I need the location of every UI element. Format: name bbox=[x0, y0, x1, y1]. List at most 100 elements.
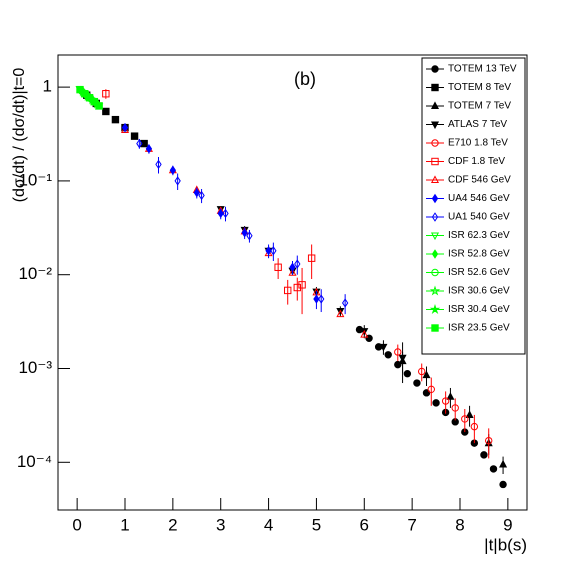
marker bbox=[136, 138, 143, 149]
marker bbox=[485, 436, 493, 445]
y-tick-label: 1 bbox=[43, 77, 52, 96]
marker bbox=[111, 115, 120, 124]
legend-text: E710 1.8 TeV bbox=[448, 138, 508, 149]
marker bbox=[318, 294, 325, 304]
marker bbox=[289, 262, 296, 273]
marker bbox=[270, 246, 277, 256]
marker bbox=[446, 392, 455, 400]
x-axis-label: |t|b(s) bbox=[484, 535, 527, 554]
legend-text: UA4 546 GeV bbox=[448, 193, 510, 204]
marker bbox=[284, 286, 292, 295]
marker bbox=[246, 231, 253, 241]
legend-marker bbox=[430, 101, 440, 110]
legend-marker bbox=[431, 193, 439, 204]
legend-text: ISR 62.3 GeV bbox=[448, 230, 510, 241]
marker bbox=[341, 298, 349, 308]
x-tick-label: 1 bbox=[120, 515, 129, 534]
marker bbox=[379, 343, 388, 352]
marker bbox=[265, 246, 272, 256]
marker bbox=[422, 389, 431, 397]
legend-marker bbox=[431, 249, 439, 259]
legend-text: UA1 540 GeV bbox=[448, 212, 510, 223]
marker bbox=[241, 228, 248, 238]
legend-marker bbox=[431, 212, 439, 222]
legend-marker bbox=[431, 65, 439, 73]
marker bbox=[465, 410, 474, 418]
x-tick-label: 3 bbox=[216, 515, 225, 534]
marker bbox=[451, 404, 459, 412]
legend-text: ISR 30.6 GeV bbox=[448, 286, 510, 297]
marker bbox=[418, 367, 426, 376]
x-tick-label: 6 bbox=[360, 515, 369, 534]
legend-text: TOTEM 8 TeV bbox=[448, 82, 511, 93]
plot-frame bbox=[57, 54, 528, 511]
y-axis-label: (dσ/dt) / (dσ/dt)|t=0 bbox=[11, 68, 28, 203]
marker bbox=[470, 422, 479, 431]
legend-text: ISR 23.5 GeV bbox=[448, 323, 510, 334]
marker bbox=[145, 144, 153, 154]
x-tick-label: 7 bbox=[407, 515, 416, 534]
legend-text: ISR 52.8 GeV bbox=[448, 249, 510, 260]
legend-text: CDF 1.8 TeV bbox=[448, 156, 505, 167]
marker bbox=[422, 370, 431, 379]
marker bbox=[313, 294, 320, 304]
marker bbox=[336, 309, 345, 318]
marker bbox=[193, 187, 200, 198]
marker bbox=[155, 159, 162, 170]
legend-marker bbox=[431, 324, 439, 332]
legend-text: ISR 30.4 GeV bbox=[448, 304, 510, 315]
legend-marker bbox=[431, 139, 439, 147]
marker bbox=[76, 85, 84, 94]
marker bbox=[394, 348, 402, 356]
marker bbox=[441, 397, 450, 405]
marker bbox=[121, 122, 129, 133]
marker bbox=[499, 459, 508, 468]
marker bbox=[360, 329, 369, 338]
legend-box bbox=[421, 57, 526, 355]
marker bbox=[217, 208, 224, 219]
legend-marker bbox=[431, 268, 439, 277]
legend-marker bbox=[429, 285, 441, 296]
x-tick-label: 0 bbox=[72, 515, 81, 534]
marker bbox=[222, 208, 229, 219]
legend-text: TOTEM 7 TeV bbox=[448, 101, 511, 112]
y-tick-label: 10⁻² bbox=[18, 264, 52, 283]
marker bbox=[413, 379, 421, 387]
marker bbox=[403, 370, 412, 378]
marker bbox=[288, 268, 297, 276]
legend-text: CDF 546 GeV bbox=[448, 175, 511, 186]
marker bbox=[102, 107, 110, 116]
marker bbox=[198, 190, 205, 201]
marker bbox=[384, 351, 392, 359]
legend-text: ATLAS 7 TeV bbox=[448, 119, 507, 130]
legend-marker bbox=[430, 175, 440, 184]
marker bbox=[274, 263, 282, 271]
marker bbox=[307, 254, 316, 262]
legend-marker bbox=[429, 304, 441, 314]
marker bbox=[90, 97, 99, 106]
legend-marker bbox=[431, 157, 439, 166]
marker bbox=[140, 139, 148, 148]
marker bbox=[293, 283, 301, 292]
legend-marker bbox=[431, 83, 439, 92]
marker bbox=[81, 90, 89, 98]
marker bbox=[102, 90, 110, 98]
marker bbox=[298, 281, 306, 289]
legend-text: ISR 52.6 GeV bbox=[448, 267, 510, 278]
x-tick-label: 4 bbox=[264, 515, 273, 534]
marker bbox=[461, 415, 469, 423]
marker bbox=[480, 451, 488, 459]
legend-text: TOTEM 13 TeV bbox=[448, 64, 517, 75]
y-tick-label: 10⁻³ bbox=[18, 358, 52, 377]
legend-marker bbox=[430, 232, 440, 241]
marker bbox=[294, 259, 301, 269]
x-tick-label: 9 bbox=[503, 515, 512, 534]
x-tick-label: 2 bbox=[168, 515, 177, 534]
marker bbox=[130, 132, 139, 140]
marker bbox=[169, 165, 177, 175]
marker bbox=[489, 465, 498, 473]
marker bbox=[85, 94, 94, 102]
legend-marker bbox=[430, 121, 440, 130]
